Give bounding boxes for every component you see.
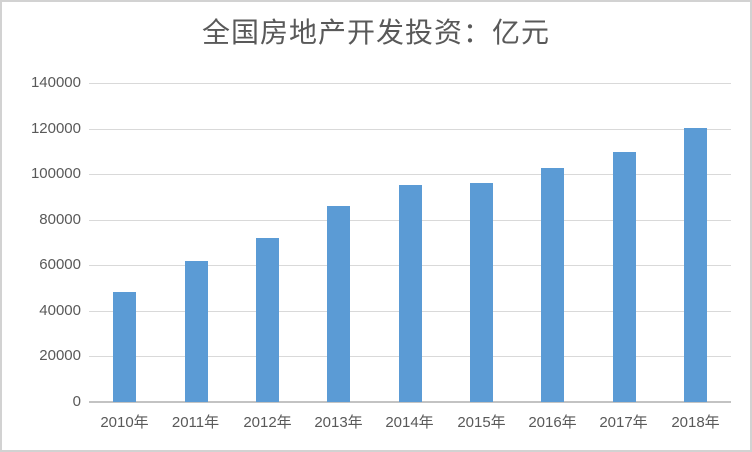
x-axis-tick-label: 2014年 [385, 414, 434, 431]
chart-title: 全国房地产开发投资：亿元 [201, 16, 550, 49]
x-axis-tick-label: 2018年 [671, 414, 720, 431]
x-axis-line [89, 401, 731, 403]
x-axis-tick-label: 2013年 [314, 414, 363, 431]
y-axis-tick-label: 20000 [39, 347, 81, 365]
x-axis-tick-label: 2012年 [243, 414, 292, 431]
x-axis-tick-label: 2017年 [599, 414, 648, 431]
x-axis-tick-label: 2011年 [171, 414, 220, 431]
gridline [89, 128, 731, 130]
bar [470, 183, 493, 402]
bar [399, 185, 422, 402]
y-axis-tick-label: 40000 [39, 301, 81, 319]
bar [541, 168, 564, 402]
y-axis-tick-label: 100000 [30, 165, 81, 183]
bar [256, 238, 279, 402]
x-axis-tick-label: 2015年 [457, 414, 506, 431]
bar [684, 128, 707, 402]
bar [113, 292, 136, 402]
y-axis-tick-label: 0 [72, 393, 81, 410]
x-axis-tick-label: 2010年 [100, 414, 149, 431]
bar [613, 152, 636, 402]
x-axis-tick-label: 2016年 [528, 414, 577, 431]
y-axis-tick-label: 120000 [30, 119, 81, 137]
bar [185, 261, 208, 402]
y-axis-tick-label: 60000 [39, 256, 81, 274]
gridline [89, 83, 731, 84]
y-axis-tick-label: 80000 [39, 210, 81, 228]
gridline [89, 174, 731, 176]
bar [327, 206, 350, 402]
y-axis-tick-label: 140000 [30, 74, 81, 91]
